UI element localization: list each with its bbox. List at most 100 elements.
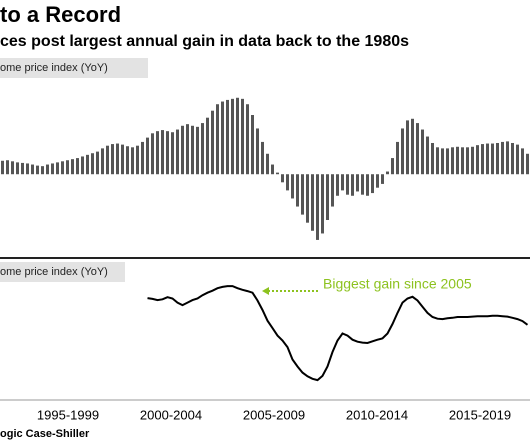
annotation: Biggest gain since 2005 (323, 276, 472, 292)
bar (221, 101, 224, 175)
bar (291, 174, 294, 199)
bar (366, 174, 369, 196)
bar (466, 147, 469, 175)
bar (311, 174, 314, 231)
bar (336, 174, 339, 196)
bar (121, 144, 124, 175)
bar (381, 174, 384, 184)
bar (66, 160, 69, 175)
bar (146, 137, 149, 175)
bar (436, 147, 439, 175)
bar (306, 174, 309, 223)
bar (376, 174, 379, 188)
bar (181, 125, 184, 175)
bar (21, 162, 24, 175)
bar (6, 160, 9, 175)
bar (251, 115, 254, 175)
bar (106, 145, 109, 175)
bar (151, 133, 154, 175)
bar (191, 125, 194, 175)
bar (86, 154, 89, 175)
bar (111, 144, 114, 175)
bar (26, 163, 29, 175)
bar (396, 141, 399, 175)
bar (56, 162, 59, 175)
bar (71, 159, 74, 175)
bar (46, 164, 49, 175)
annotation-arrowhead (262, 287, 269, 295)
bar (36, 165, 39, 175)
bar (461, 147, 464, 175)
line (147, 285, 529, 382)
bar (301, 174, 304, 215)
bar (96, 151, 99, 175)
bar (81, 156, 84, 175)
bar (266, 153, 269, 175)
bar (316, 174, 319, 240)
bar (261, 141, 264, 175)
bar (76, 158, 79, 175)
panel-header (0, 58, 148, 78)
bar (481, 144, 484, 175)
bar (426, 136, 429, 175)
bar (496, 143, 499, 175)
panel-label: ome price index (YoY) (0, 266, 108, 278)
bar (211, 110, 214, 175)
bar (356, 174, 359, 192)
bar (101, 148, 104, 175)
bar (416, 123, 419, 175)
bar (386, 171, 389, 175)
bar (341, 174, 344, 191)
bar (391, 158, 394, 175)
chart-title: to a Record (0, 2, 121, 27)
bar (226, 99, 229, 175)
bar (126, 146, 129, 175)
bar (16, 162, 19, 175)
bar (331, 174, 334, 207)
chart-subtitle: ces post largest annual gain in data bac… (0, 33, 409, 50)
bar (326, 174, 329, 220)
bar (236, 97, 239, 175)
bar (11, 161, 14, 175)
bar (116, 143, 119, 175)
source: ogic Case-Shiller (0, 428, 90, 440)
bar (351, 174, 354, 196)
bar (476, 145, 479, 175)
panel-label: ome price index (YoY) (0, 62, 108, 74)
bar (446, 148, 449, 175)
bar (506, 141, 509, 175)
bar (401, 128, 404, 175)
bar (471, 146, 474, 175)
bar (346, 174, 349, 195)
bar (91, 153, 94, 175)
bar (141, 141, 144, 175)
bar (511, 143, 514, 175)
bar (521, 148, 524, 175)
bar (241, 98, 244, 175)
x-tick-label: 2000-2004 (140, 407, 202, 422)
bar (51, 163, 54, 175)
bar (201, 123, 204, 175)
bar (501, 141, 504, 175)
bar (246, 104, 249, 175)
bar (41, 166, 44, 175)
bar (276, 172, 279, 175)
bar (411, 118, 414, 175)
bar (431, 143, 434, 175)
bar (296, 174, 299, 207)
bar (441, 148, 444, 175)
bar (371, 174, 374, 194)
bar (321, 174, 324, 234)
x-tick-label: 2010-2014 (346, 407, 408, 422)
x-tick-label: 2005-2009 (243, 407, 305, 422)
bar (176, 129, 179, 175)
bar (206, 117, 209, 175)
bar (421, 129, 424, 175)
bar (451, 147, 454, 175)
x-tick-label: 1995-1999 (37, 407, 99, 422)
bar (271, 164, 274, 175)
bar (281, 174, 284, 183)
bar (61, 161, 64, 175)
bar (456, 146, 459, 175)
